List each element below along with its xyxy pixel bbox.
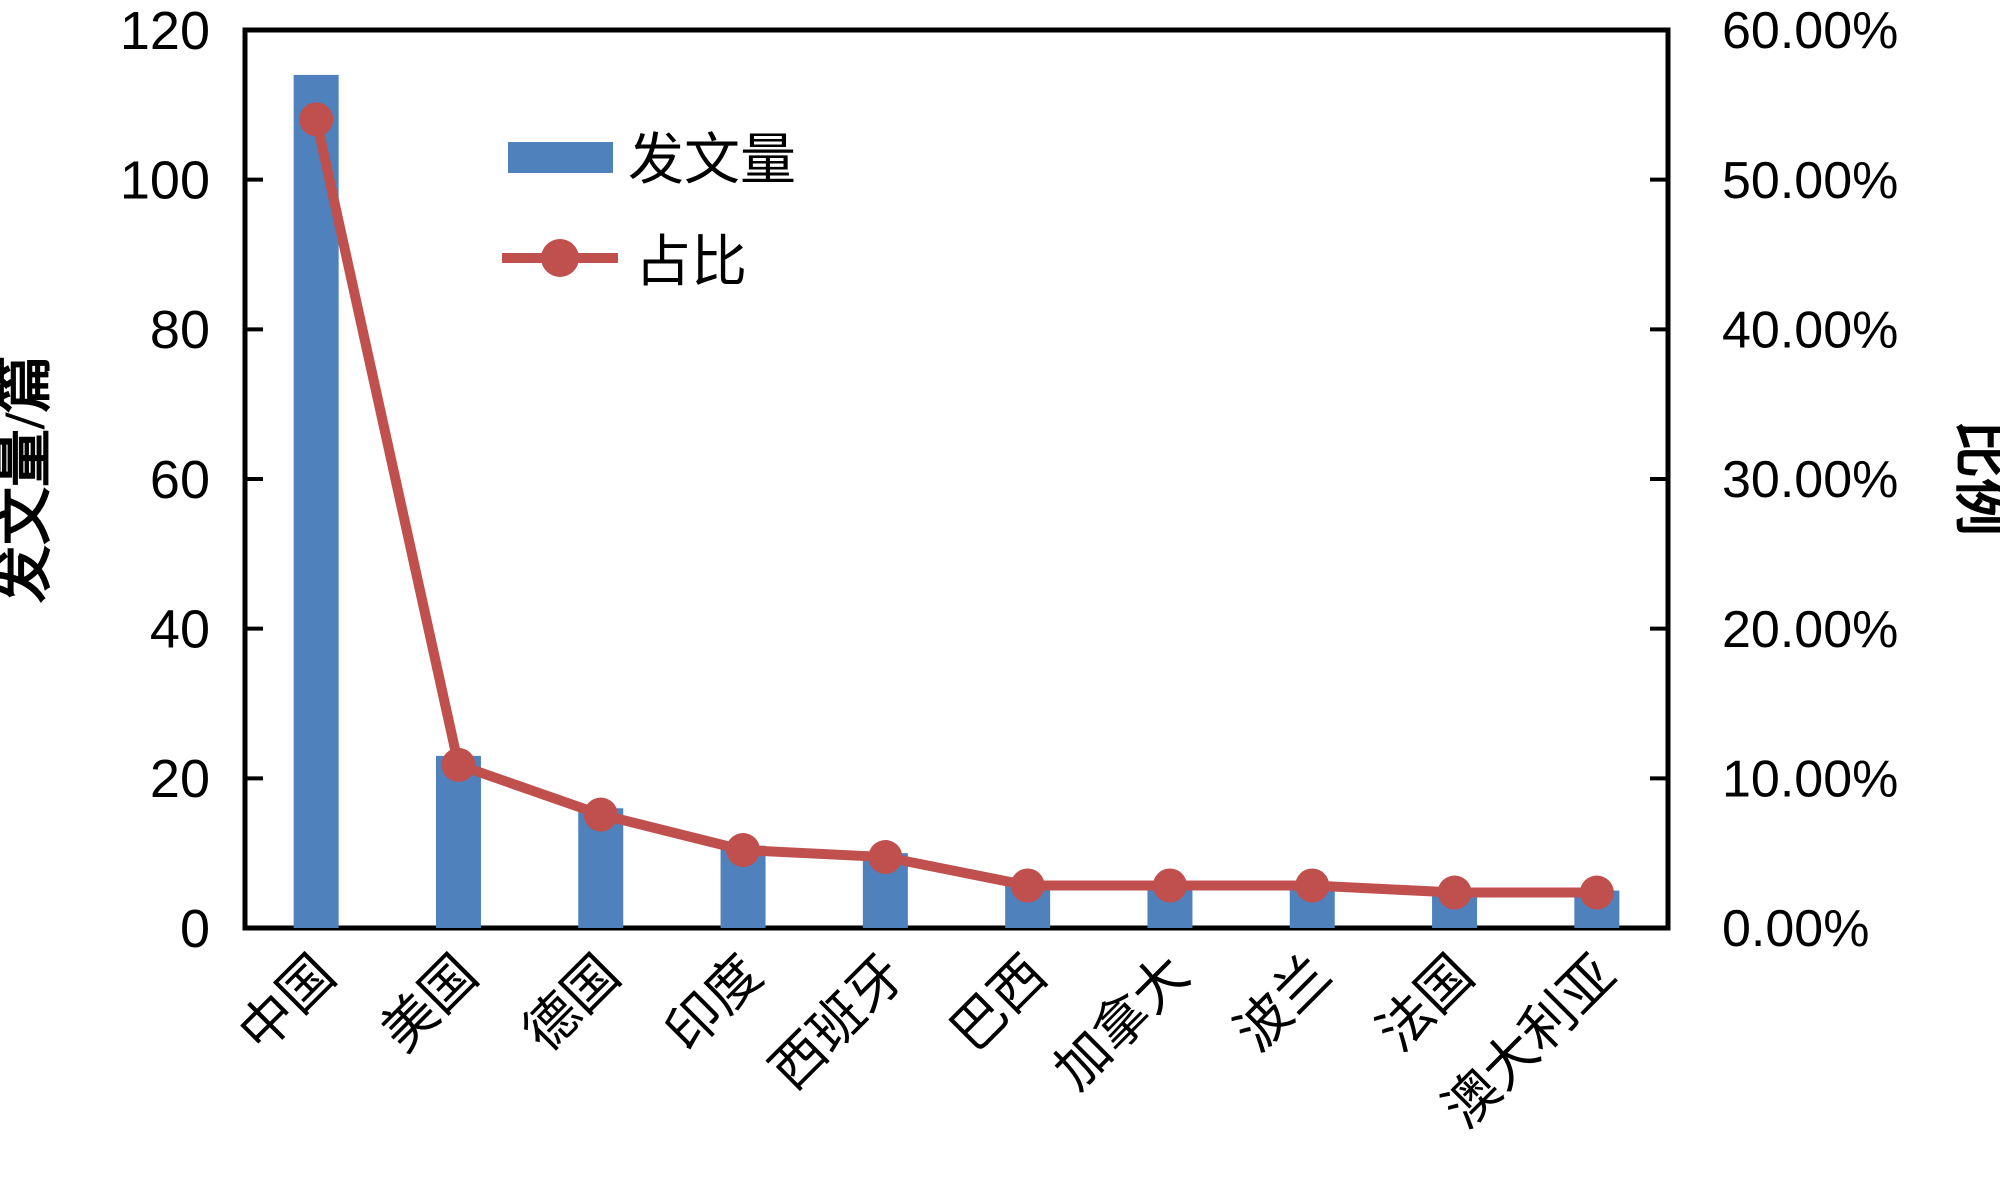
line-marker-7 [1295, 868, 1330, 903]
right-axis-tick-label: 30.00% [1722, 451, 1898, 509]
axis-ticks-group [245, 28, 1668, 930]
left-axis-tick-label: 0 [180, 899, 210, 959]
right-axis-title: 比例 [1949, 420, 2000, 536]
line-marker-0 [299, 102, 334, 137]
legend: 发文量 占比 [502, 130, 796, 294]
left-axis-tick-label: 80 [150, 300, 210, 360]
x-axis-label-5: 巴西 [939, 944, 1058, 1063]
line-marker-4 [868, 840, 903, 875]
right-axis-tick-label: 40.00% [1722, 302, 1898, 360]
left-axis-tick-label: 60 [150, 450, 210, 510]
left-axis-title: 发文量/篇 [0, 355, 57, 603]
right-axis-tick-label: 10.00% [1722, 751, 1898, 809]
x-axis-label-1: 美国 [370, 944, 489, 1063]
right-axis-tick-label: 0.00% [1722, 900, 1869, 958]
left-axis-tick-label: 40 [150, 600, 210, 660]
line-marker-9 [1579, 875, 1614, 910]
x-axis-label-3: 印度 [655, 944, 774, 1063]
line-marker-1 [441, 747, 476, 782]
bar-0 [293, 74, 339, 928]
right-axis-tick-labels: 60.00% 50.00% 40.00% 30.00% 20.00% 10.00% 0.00… [1722, 2, 1898, 958]
legend-line-marker-icon [541, 239, 579, 277]
x-axis-label-2: 德国 [512, 944, 631, 1063]
bar-1 [435, 755, 481, 928]
line-marker-8 [1437, 875, 1472, 910]
right-axis-tick-label: 50.00% [1722, 152, 1898, 210]
left-axis-tick-labels: 120 100 80 60 40 20 0 [120, 1, 210, 959]
line-series-group [299, 102, 1614, 910]
legend-bar-swatch-icon [508, 142, 613, 173]
legend-bar-label: 发文量 [628, 130, 796, 192]
x-axis-label-0: 中国 [228, 944, 347, 1063]
bar-series-group [293, 74, 1620, 928]
x-axis-label-8: 法国 [1366, 944, 1485, 1063]
line-marker-5 [1010, 868, 1045, 903]
left-axis-tick-label: 120 [120, 1, 210, 61]
line-marker-2 [583, 797, 618, 832]
left-axis-tick-label: 100 [120, 151, 210, 211]
percentage-line [311, 114, 1602, 898]
legend-line-label: 占比 [635, 232, 747, 294]
x-axis-label-7: 波兰 [1224, 944, 1343, 1063]
right-axis-tick-label: 60.00% [1722, 2, 1898, 60]
x-axis-label-4: 西班牙 [759, 944, 916, 1101]
x-axis-label-6: 加拿大 [1043, 944, 1200, 1101]
right-axis-tick-label: 20.00% [1722, 601, 1898, 659]
line-marker-6 [1152, 868, 1187, 903]
left-axis-tick-label: 20 [150, 749, 210, 809]
line-marker-3 [726, 833, 761, 868]
